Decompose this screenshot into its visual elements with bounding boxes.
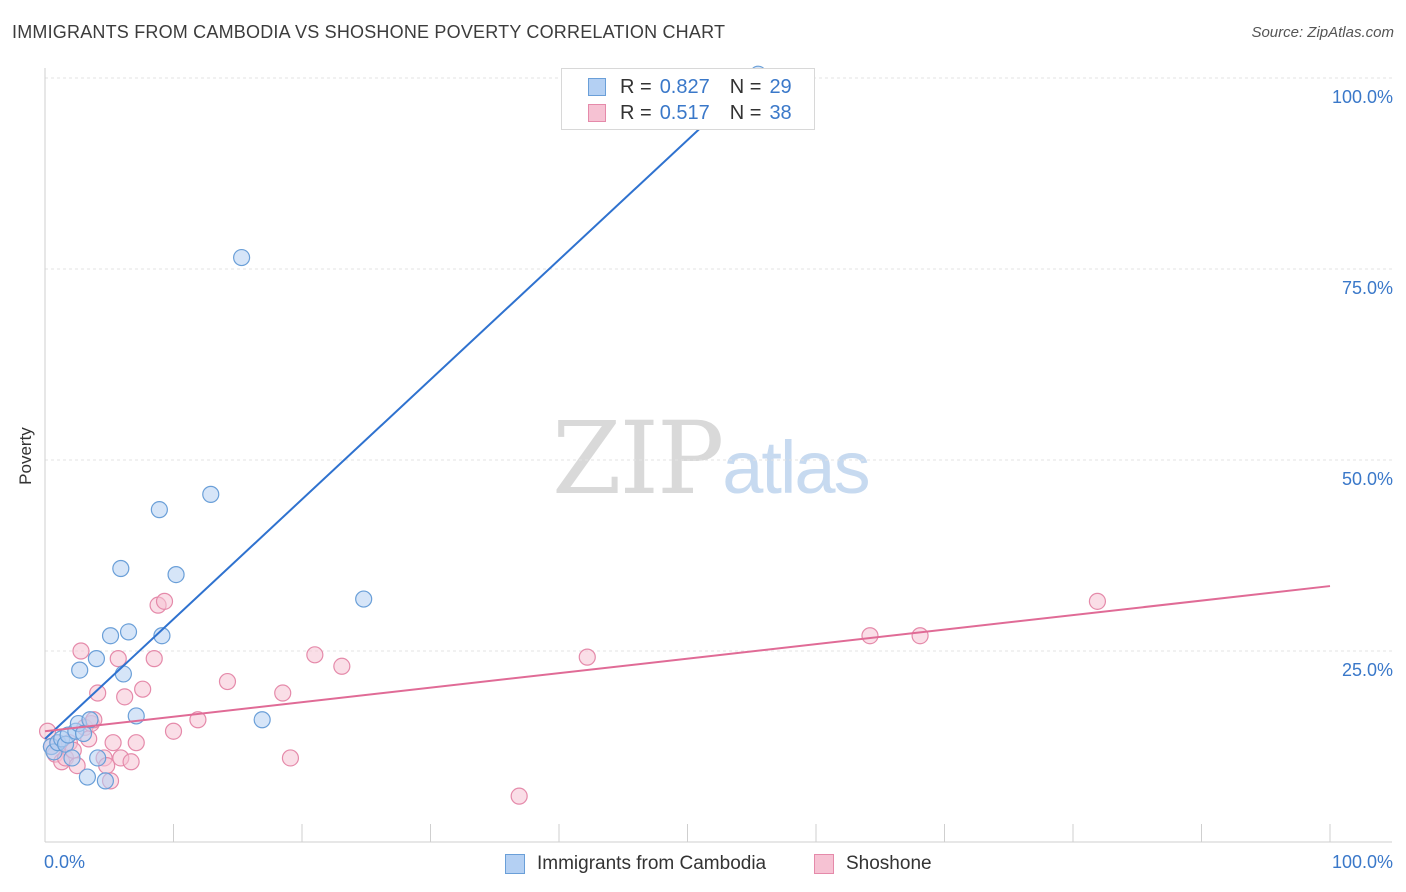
cambodia-point xyxy=(112,559,130,578)
cambodia-point xyxy=(119,623,138,641)
chart-title: IMMIGRANTS FROM CAMBODIA VS SHOSHONE POV… xyxy=(12,22,726,42)
cambodia-point xyxy=(101,627,120,645)
y-axis-label: Poverty xyxy=(16,427,35,485)
shoshone-point xyxy=(578,648,596,666)
cambodia-point xyxy=(96,772,114,790)
cambodia-point xyxy=(74,724,93,743)
legend-n-label: N = xyxy=(729,75,762,98)
series-legend: Immigrants from Cambodia Shoshone xyxy=(0,850,1406,880)
grid-lines xyxy=(45,77,1392,652)
cambodia-point xyxy=(153,627,171,645)
y-tick-label-50: 50.0% xyxy=(1341,469,1393,489)
legend-n-value: 38 xyxy=(769,101,792,124)
shoshone-point xyxy=(274,684,292,702)
watermark-zip: ZIP xyxy=(552,400,724,517)
shoshone-point xyxy=(281,749,300,767)
series-name-shoshone: Shoshone xyxy=(846,853,932,874)
legend-row-cambodia: R = 0.827 N = 29 xyxy=(588,74,792,100)
shoshone-point xyxy=(164,722,183,740)
shoshone-point xyxy=(72,642,90,660)
shoshone-point xyxy=(333,657,351,675)
legend-swatch-pink xyxy=(588,104,606,122)
data-points xyxy=(38,65,1107,805)
chart-source: Source: ZipAtlas.com xyxy=(1251,24,1394,41)
trend-lines xyxy=(44,73,1331,740)
axes xyxy=(44,68,1392,843)
legend-n-label: N = xyxy=(729,101,762,124)
series-swatch-pink xyxy=(814,854,834,874)
shoshone-point xyxy=(861,627,879,645)
cambodia-point xyxy=(253,711,271,729)
y-tick-label-100: 100.0% xyxy=(1331,87,1393,107)
shoshone-point xyxy=(155,592,174,610)
shoshone-point xyxy=(109,650,127,668)
cambodia-point xyxy=(87,650,106,668)
shoshone-point xyxy=(127,734,145,752)
shoshone-point xyxy=(218,672,237,691)
x-tick-label-100: 100.0% xyxy=(1331,852,1393,872)
shoshone-point xyxy=(306,646,324,664)
shoshone-point xyxy=(145,650,163,668)
watermark-atlas: atlas xyxy=(722,426,870,509)
legend-n-value: 29 xyxy=(769,75,792,98)
legend-r-label: R = xyxy=(620,101,652,124)
shoshone-point xyxy=(510,787,528,805)
x-tick-label-0: 0.0% xyxy=(44,852,86,872)
legend-r-value: 0.827 xyxy=(659,75,710,98)
series-legend-shoshone[interactable]: Shoshone xyxy=(814,853,932,875)
cambodia-point xyxy=(167,565,185,584)
cambodia-point xyxy=(114,665,132,683)
shoshone-point xyxy=(122,753,140,771)
legend-r-value: 0.517 xyxy=(659,101,710,124)
y-tick-label-25: 25.0% xyxy=(1341,660,1393,680)
legend-r-label: R = xyxy=(620,75,652,98)
shoshone-point xyxy=(189,711,207,729)
series-legend-cambodia[interactable]: Immigrants from Cambodia xyxy=(505,853,766,875)
legend-row-shoshone: R = 0.517 N = 38 xyxy=(588,100,792,126)
shoshone-point xyxy=(911,627,929,645)
correlation-legend: R = 0.827 N = 29 R = 0.517 N = 38 xyxy=(561,68,815,130)
cambodia-point xyxy=(150,501,168,519)
y-tick-label-75: 75.0% xyxy=(1341,278,1393,298)
series-swatch-blue xyxy=(505,854,525,874)
cambodia-point xyxy=(71,661,89,679)
cambodia-point xyxy=(89,749,107,767)
cambodia-point xyxy=(355,590,373,608)
cambodia-point xyxy=(81,711,99,729)
zipatlas-watermark: ZIPatlas xyxy=(552,400,871,517)
cambodia-point xyxy=(202,485,220,503)
cambodia-point xyxy=(63,749,81,767)
shoshone-trend-line xyxy=(44,585,1331,733)
legend-swatch-blue xyxy=(588,78,606,96)
cambodia-point xyxy=(233,248,251,267)
shoshone-point xyxy=(1088,592,1107,610)
shoshone-point xyxy=(134,680,152,698)
shoshone-point xyxy=(104,734,122,752)
cambodia-trend-line xyxy=(44,73,759,740)
cambodia-point xyxy=(78,768,97,786)
shoshone-point xyxy=(116,688,134,706)
shoshone-point xyxy=(89,684,107,702)
series-name-cambodia: Immigrants from Cambodia xyxy=(537,853,767,874)
